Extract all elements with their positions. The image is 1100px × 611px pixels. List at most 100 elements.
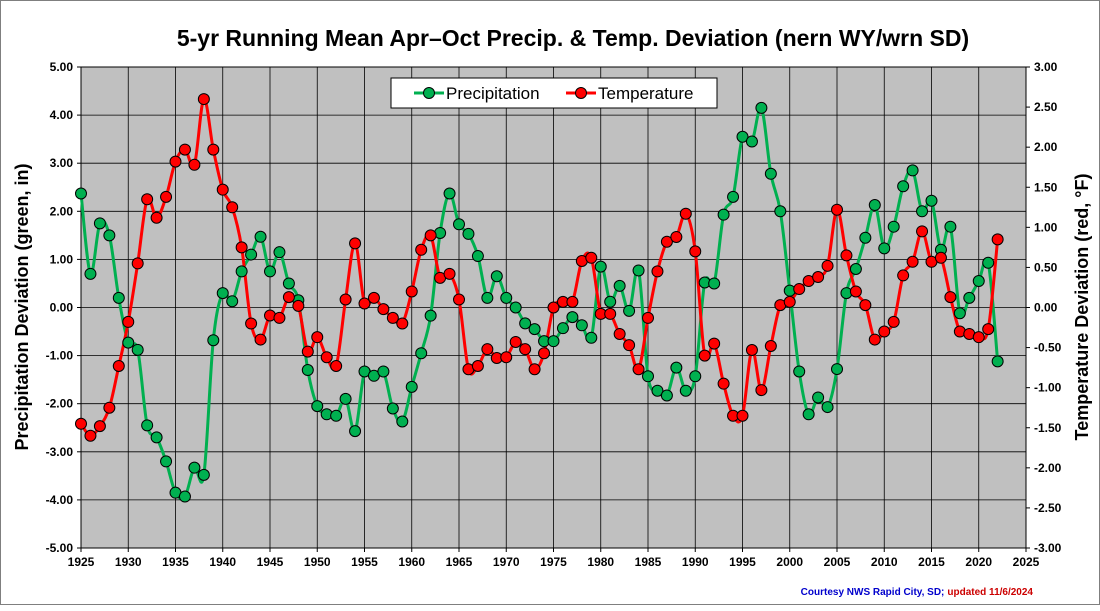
temperature-point: 2001: 0.23: [793, 283, 806, 296]
precipitation-point: 2003: -1.87: [812, 391, 825, 404]
temperature-point: 2005: 1.22: [831, 203, 843, 216]
precipitation-point: 1993: 1.93: [717, 208, 730, 221]
temperature-point: 2012: 0.4: [897, 269, 910, 282]
precipitation-point: 1986: -1.73: [651, 384, 664, 397]
temperature-point: 1964: 0.42: [443, 267, 456, 280]
temperature-point: 2020: -0.37: [972, 331, 985, 344]
precipitation-point: 1978: -0.37: [575, 319, 588, 332]
temperature-point: 2004: 0.52: [821, 259, 834, 272]
precipitation-point: 1944: 1.47: [254, 230, 267, 243]
temperature-point: 1934: 1.38: [160, 190, 173, 203]
temperature-point: 1931: 0.55: [131, 257, 144, 270]
y-axis-label-right: Temperature Deviation (red, °F): [1072, 174, 1092, 441]
temperature-point: 1941: 1.25: [226, 201, 239, 214]
y-right-tick-label: -2.50: [1034, 501, 1062, 515]
precipitation-point: 1976: -0.43: [556, 322, 569, 335]
precipitation-point: 2009: 2.13: [868, 199, 881, 212]
precipitation-point: 1989: -1.73: [679, 384, 692, 397]
temperature-point: 1977: 0.07: [566, 295, 579, 308]
x-tick-label: 2020: [965, 555, 992, 569]
temperature-point: 1996: -0.53: [745, 343, 758, 356]
precipitation-point: 1982: 0.45: [613, 279, 626, 292]
temperature-point: 1998: -0.48: [764, 339, 777, 352]
y-right-tick-label: -1.00: [1034, 381, 1062, 395]
temperature-point: 1983: -0.47: [623, 339, 636, 352]
legend-precipitation-marker: [423, 87, 435, 99]
precipitation-point: 1997: 4.15: [755, 101, 768, 114]
temperature-point: 1988: 0.88: [670, 230, 683, 243]
temperature-point: 1949: -0.55: [301, 345, 314, 358]
credit-source: Courtesy NWS Rapid City, SD;: [801, 587, 945, 598]
y-left-tick-label: 3.00: [50, 156, 74, 170]
y-left-tick-label: -3.00: [46, 445, 74, 459]
temperature-point: 2014: 0.95: [916, 225, 929, 238]
temperature-point: 1979: 0.62: [585, 251, 598, 264]
x-tick-label: 1975: [540, 555, 567, 569]
precipitation-point: 1932: -2.45: [141, 419, 154, 432]
precipitation-point: 1981: 0.12: [604, 295, 617, 308]
y-left-tick-label: 2.00: [50, 204, 74, 218]
precipitation-point: 2015: 2.22: [925, 194, 938, 207]
precipitation-point: 1946: 1.15: [273, 246, 286, 259]
precipitation-point: 1940: 0.3: [216, 287, 229, 300]
temperature-point: 1972: -0.52: [519, 343, 532, 356]
temperature-point: 1974: -0.57: [538, 347, 551, 360]
x-tick-label: 1985: [635, 555, 662, 569]
temperature-point: 1995: -1.35: [736, 409, 749, 422]
precipitation-point: 1971: 0: [509, 301, 522, 314]
precipitation-point: 2004: -2.07: [821, 401, 834, 414]
temperature-point: 1933: 1.12: [150, 211, 163, 224]
precipitation-point: 2019: 0.2: [963, 291, 976, 304]
temperature-point: 1939: 1.97: [207, 143, 220, 156]
y-right-tick-label: 2.50: [1034, 100, 1058, 114]
temperature-point: 1993: -0.95: [717, 377, 730, 390]
precipitation-point: 1967: 1.07: [471, 250, 484, 263]
y-right-tick-label: -2.00: [1034, 461, 1062, 475]
precipitation-point: 1996: 3.45: [745, 135, 758, 148]
temperature-point: 1930: -0.18: [122, 315, 135, 328]
y-left-tick-label: -5.00: [46, 541, 74, 555]
y-right-tick-label: 1.00: [1034, 220, 1058, 234]
precipitation-point: 1983: -0.07: [623, 304, 636, 317]
temperature-point: 1943: -0.2: [245, 317, 258, 330]
precipitation-point: 1938: -3.48: [197, 468, 210, 481]
y-right-tick-label: -1.50: [1034, 421, 1062, 435]
temperature-point: 1957: -0.02: [377, 303, 390, 316]
precipitation-point: 1975: -0.7: [547, 335, 560, 348]
temperature-point: 1968: -0.52: [481, 343, 494, 356]
temperature-point: 1985: -0.13: [642, 311, 654, 324]
temperature-point: 1942: 0.75: [235, 241, 248, 254]
axis-ticks: 1925 1930 1935 1940 1945 1950 1955 1960 1965 1970…: [46, 60, 1062, 569]
precipitation-point: 1926: 0.7: [84, 267, 97, 280]
y-right-tick-label: 3.00: [1034, 60, 1058, 74]
y-right-tick-label: 1.50: [1034, 180, 1058, 194]
legend-precipitation-label: Precipitation: [446, 84, 540, 103]
temperature-point: 1973: -0.77: [528, 363, 541, 376]
y-left-tick-label: 4.00: [50, 108, 74, 122]
y-left-tick-label: -4.00: [46, 493, 74, 507]
temperature-point: 2006: 0.65: [840, 249, 853, 262]
temperature-point: 1971: -0.43: [509, 335, 522, 348]
y-right-tick-label: 0.00: [1034, 301, 1058, 315]
temperature-point: 2011: -0.18: [887, 315, 900, 328]
precipitation-point: 1962: -0.17: [424, 309, 437, 322]
legend: Precipitation Temperature: [390, 77, 718, 109]
precipitation-point: 1927: 1.75: [93, 217, 106, 230]
precipitation-point: 1936: -3.93: [178, 490, 191, 503]
precipitation-point: 1939: -0.68: [207, 334, 220, 347]
precipitation-point: 1987: -1.83: [660, 389, 673, 402]
precipitation-point: 2018: -0.12: [953, 307, 966, 320]
temperature-point: 1944: -0.4: [254, 333, 267, 346]
temperature-point: 2022: 0.85: [991, 233, 1004, 246]
x-tick-label: 1970: [493, 555, 520, 569]
x-tick-label: 1940: [209, 555, 236, 569]
x-tick-label: 1945: [257, 555, 284, 569]
temperature-point: 1935: 1.82: [169, 155, 182, 168]
temperature-point: 1950: -0.37: [311, 331, 324, 344]
temperature-point: 2017: 0.13: [944, 291, 957, 304]
temperature-point: 1961: 0.72: [415, 243, 428, 256]
x-tick-label: 2025: [1013, 555, 1040, 569]
temperature-point: 1960: 0.2: [405, 285, 418, 298]
precipitation-point: 1992: 0.5: [708, 277, 721, 290]
